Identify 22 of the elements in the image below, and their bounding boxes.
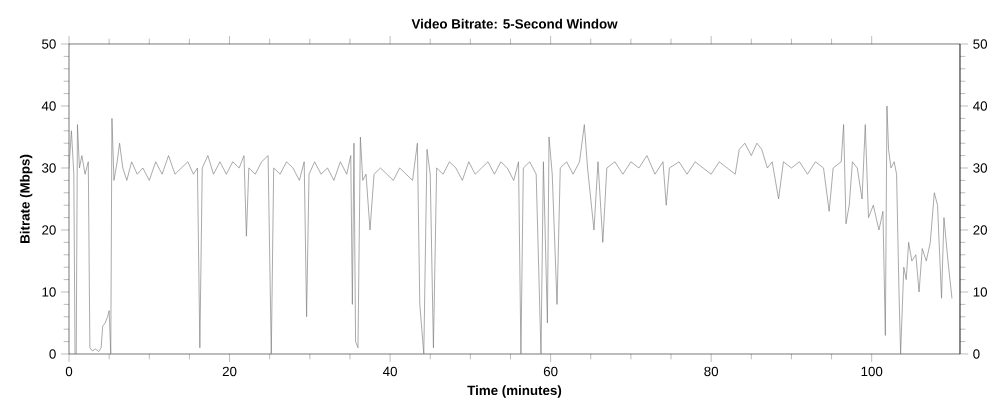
x-tick-label: 40 xyxy=(382,366,397,377)
y2-tick-label: 0 xyxy=(973,349,980,359)
chart-title: Video Bitrate: 5-Second Window xyxy=(411,18,618,29)
y-tick-label: 30 xyxy=(41,163,56,173)
y-tick-label: 20 xyxy=(42,225,56,235)
y-tick-label: 50 xyxy=(42,39,56,49)
x-axis-title: Time (minutes) xyxy=(467,385,562,398)
y-tick-label: 40 xyxy=(41,101,56,111)
y-axis-title: Bitrate (Mbps) xyxy=(19,154,33,243)
y2-tick-label: 50 xyxy=(973,39,988,49)
x-tick-label: 80 xyxy=(704,366,719,377)
y2-tick-label: 30 xyxy=(973,163,988,173)
y-tick-label: 0 xyxy=(49,349,56,359)
y-tick-label: 10 xyxy=(42,287,56,297)
x-tick-label: 100 xyxy=(861,366,883,377)
y2-tick-label: 40 xyxy=(973,101,988,111)
line-series xyxy=(69,105,953,354)
x-tick-label: 0 xyxy=(65,366,73,377)
x-tick-label: 60 xyxy=(543,366,558,377)
y2-tick-label: 10 xyxy=(973,287,988,297)
x-tick-label: 20 xyxy=(222,366,237,377)
y2-tick-label: 20 xyxy=(973,225,988,235)
